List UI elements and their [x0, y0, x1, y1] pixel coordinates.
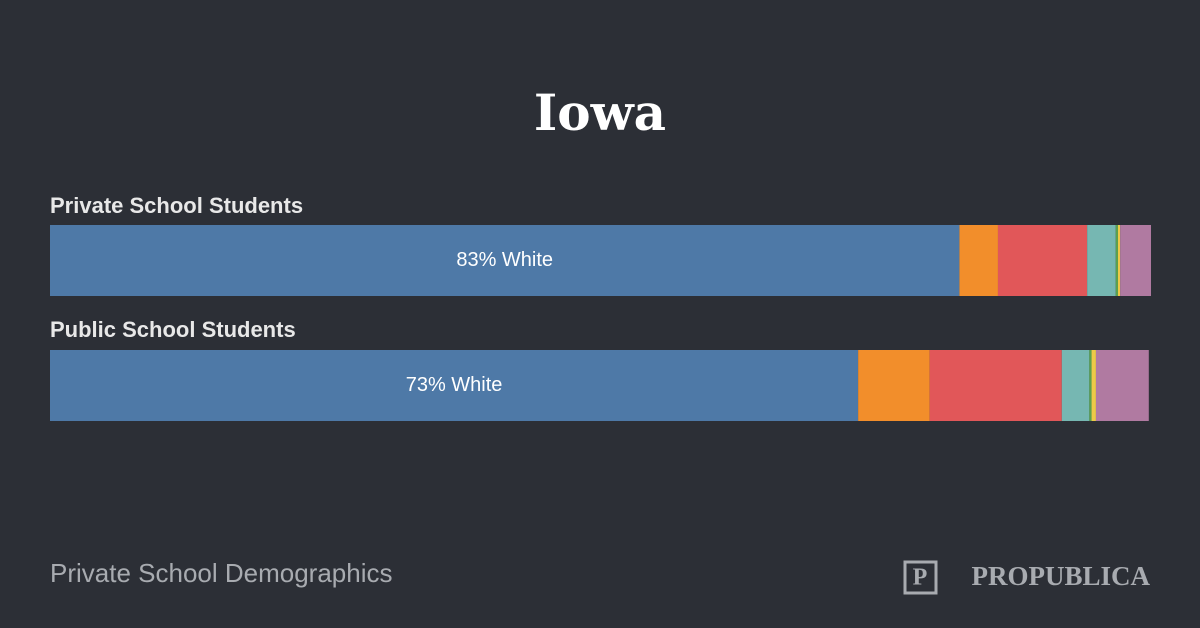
bar-segment	[1089, 350, 1092, 421]
chart-title: Iowa	[534, 83, 666, 142]
bar-segment	[959, 225, 998, 296]
category-label: Public School Students	[50, 317, 296, 342]
value-label: 73% White	[406, 374, 503, 396]
bar-segment	[1115, 225, 1118, 296]
bar-segment	[1117, 225, 1121, 296]
value-label: 83% White	[456, 249, 553, 271]
bar-segment	[50, 225, 960, 296]
footer-source: Private School Demographics	[50, 558, 393, 588]
bar-segment	[997, 225, 1088, 296]
logo-icon	[903, 560, 938, 595]
bar-segment	[50, 350, 859, 421]
bar-segment	[1095, 350, 1149, 421]
logo-icon-letter: P	[913, 565, 928, 591]
logo-text: PROPUBLICA	[971, 561, 1150, 591]
logo: P PROPUBLICA	[903, 560, 1150, 595]
bar-segment	[929, 350, 1062, 421]
bar-segment	[1091, 350, 1096, 421]
bar-segment	[1120, 225, 1151, 296]
category-label: Private School Students	[50, 193, 303, 218]
bar-segment	[1061, 350, 1090, 421]
bar-segment	[858, 350, 930, 421]
bar-segment	[1087, 225, 1116, 296]
